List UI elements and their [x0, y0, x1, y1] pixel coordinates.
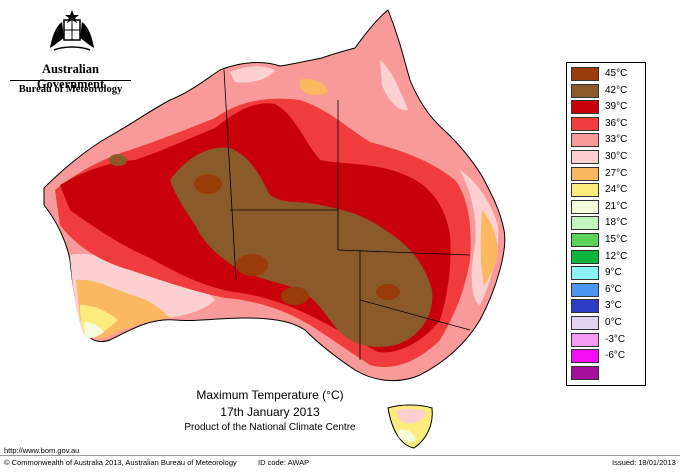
- legend-row: 15°C: [567, 232, 645, 248]
- patch-45-west: [194, 174, 222, 194]
- patch-45-pilbara: [109, 154, 127, 166]
- legend-row: 36°C: [567, 116, 645, 132]
- band-21: [84, 322, 104, 339]
- map-title: Maximum Temperature (°C): [196, 388, 344, 402]
- legend-swatch: [571, 233, 599, 247]
- legend-row: -3°C: [567, 332, 645, 348]
- government-logo: Australian Government Bureau of Meteorol…: [8, 8, 133, 98]
- legend-label: 36°C: [605, 117, 628, 129]
- legend-swatch: [571, 67, 599, 81]
- legend-row: 33°C: [567, 132, 645, 148]
- band-42: [170, 147, 433, 347]
- legend-label: 33°C: [605, 134, 628, 146]
- legend-label: 9°C: [605, 267, 622, 279]
- legend-swatch: [571, 150, 599, 164]
- legend-label: 24°C: [605, 184, 628, 196]
- map-date: 17th January 2013: [220, 405, 320, 419]
- cape-york-30: [380, 60, 408, 111]
- legend-row: 9°C: [567, 265, 645, 281]
- legend-row: [567, 365, 645, 381]
- legend-swatch: [571, 349, 599, 364]
- legend-row: 18°C: [567, 215, 645, 231]
- legend-swatch: [571, 282, 599, 297]
- map-product: Product of the National Climate Centre: [184, 422, 356, 433]
- legend-row: 0°C: [567, 315, 645, 331]
- legend-swatch: [571, 299, 599, 314]
- east-coast-27: [480, 210, 498, 285]
- legend-swatch: [571, 116, 599, 131]
- legend-label: 12°C: [605, 250, 628, 262]
- legend-swatch: [571, 133, 599, 148]
- legend-label: 21°C: [605, 200, 628, 212]
- legend-row: 30°C: [567, 149, 645, 165]
- legend-label: 42°C: [605, 84, 628, 96]
- legend-swatch: [571, 216, 599, 231]
- legend-row: 24°C: [567, 182, 645, 198]
- legend-label: 30°C: [605, 151, 628, 162]
- copyright-text: © Commonwealth of Australia 2013, Austra…: [4, 458, 237, 467]
- legend-swatch: [571, 183, 599, 198]
- north-coast-30: [230, 66, 275, 83]
- patch-45-east: [376, 284, 400, 300]
- tasmania-21: [398, 429, 416, 443]
- legend-label: 39°C: [605, 101, 628, 113]
- legend-swatch: [571, 83, 599, 98]
- legend-row: 6°C: [567, 282, 645, 298]
- legend-swatch: [571, 199, 599, 214]
- coat-of-arms-icon: [50, 10, 94, 51]
- legend-label: 15°C: [605, 234, 628, 245]
- legend-label: 6°C: [605, 283, 622, 295]
- legend-row: 12°C: [567, 249, 645, 265]
- legend-swatch: [571, 332, 599, 347]
- legend-swatch: [571, 365, 599, 380]
- tasmania-30: [396, 408, 426, 424]
- legend-row: 42°C: [567, 83, 645, 99]
- issued-date: Issued: 18/01/2013: [612, 458, 676, 467]
- temperature-legend: 45°C 42°C 39°C 36°C 33°C 30°C 27°C 24°C 21°C 18°C…: [566, 62, 646, 386]
- legend-swatch: [571, 166, 599, 181]
- legend-label: -6°C: [605, 350, 626, 362]
- legend-label: -3°C: [605, 333, 626, 345]
- legend-label: 27°C: [605, 167, 628, 179]
- source-link[interactable]: http://www.bom.gov.au: [4, 446, 80, 455]
- id-code: ID code: AWAP: [258, 458, 310, 467]
- bureau-title: Bureau of Meteorology: [18, 84, 123, 95]
- legend-row: 39°C: [567, 99, 645, 115]
- patch-45-south: [281, 287, 309, 305]
- legend-row: 3°C: [567, 298, 645, 314]
- legend-row: -6°C: [567, 348, 645, 364]
- legend-row: 21°C: [567, 199, 645, 215]
- legend-label: 3°C: [605, 300, 622, 312]
- logo-divider: [10, 80, 131, 81]
- legend-label: 45°C: [605, 68, 628, 79]
- legend-swatch: [571, 316, 599, 330]
- legend-swatch: [571, 266, 599, 281]
- footer-divider: [0, 455, 680, 456]
- legend-row: 45°C: [567, 66, 645, 82]
- legend-swatch: [571, 249, 599, 264]
- legend-row: 27°C: [567, 166, 645, 182]
- patch-45-centre: [236, 254, 268, 276]
- legend-label: 18°C: [605, 217, 628, 229]
- state-borders: [223, 69, 471, 360]
- north-coast-27: [300, 78, 328, 96]
- legend-label: 0°C: [605, 317, 622, 328]
- legend-swatch: [571, 100, 599, 115]
